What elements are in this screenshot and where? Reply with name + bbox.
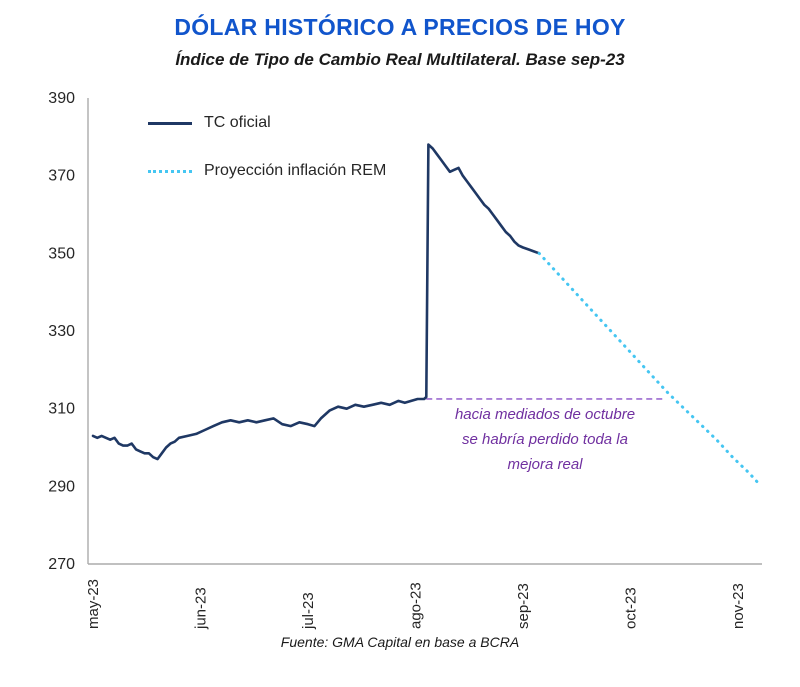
chart-legend: TC oficial Proyección inflación REM [148,114,386,180]
svg-text:nov-23: nov-23 [730,583,747,629]
svg-text:jul-23: jul-23 [300,592,317,630]
annotation-line-1: hacia mediados de octubre [454,406,636,423]
source-note: Fuente: GMA Capital en base a BCRA [280,634,520,650]
legend-label-tc-oficial: TC oficial [204,114,271,131]
legend-label-proyeccion-rem: Proyección inflación REM [204,162,387,179]
svg-text:ago-23: ago-23 [408,582,425,629]
annotation-line-2: se habría perdido toda la [462,431,628,448]
svg-text:may-23: may-23 [85,579,102,629]
chart-annotation: hacia mediados de octubre se habría perd… [428,402,662,477]
page-subtitle: Índice de Tipo de Cambio Real Multilater… [175,50,625,69]
svg-text:oct-23: oct-23 [623,587,640,629]
legend-item-tc-oficial: TC oficial [148,114,386,132]
chart-area: 390 370 350 330 310 290 270 may-23 jun-23 jul-23 a… [0,86,800,634]
legend-item-proyeccion-rem: Proyección inflación REM [148,162,386,180]
proyeccion-rem-line-swatch [148,169,192,173]
svg-text:jun-23: jun-23 [193,587,210,630]
svg-text:290: 290 [48,478,75,495]
page-title: DÓLAR HISTÓRICO A PRECIOS DE HOY [174,14,626,40]
svg-text:350: 350 [48,245,75,262]
annotation-line-3: mejora real [507,456,583,473]
svg-text:310: 310 [48,401,75,418]
svg-text:370: 370 [48,168,75,185]
svg-text:390: 390 [48,90,75,107]
tc-oficial-line-swatch [148,121,192,125]
svg-text:330: 330 [48,323,75,340]
svg-text:sep-23: sep-23 [515,583,532,629]
line-chart-canvas: 390 370 350 330 310 290 270 may-23 jun-23 jul-23 a… [48,90,762,630]
svg-text:270: 270 [48,556,75,573]
